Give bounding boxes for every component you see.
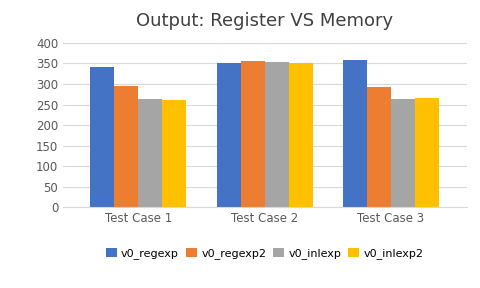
Bar bbox=[138, 99, 162, 207]
Bar bbox=[90, 67, 114, 207]
Bar bbox=[162, 100, 186, 207]
Legend: v0_regexp, v0_regexp2, v0_inlexp, v0_inlexp2: v0_regexp, v0_regexp2, v0_inlexp, v0_inl… bbox=[101, 244, 427, 264]
Bar bbox=[240, 61, 264, 207]
Title: Output: Register VS Memory: Output: Register VS Memory bbox=[136, 12, 392, 30]
Bar bbox=[288, 63, 312, 207]
Bar bbox=[264, 62, 288, 207]
Bar bbox=[414, 98, 438, 207]
Bar bbox=[216, 62, 240, 207]
Bar bbox=[390, 99, 414, 207]
Bar bbox=[114, 86, 138, 207]
Bar bbox=[342, 60, 366, 207]
Bar bbox=[366, 87, 390, 207]
